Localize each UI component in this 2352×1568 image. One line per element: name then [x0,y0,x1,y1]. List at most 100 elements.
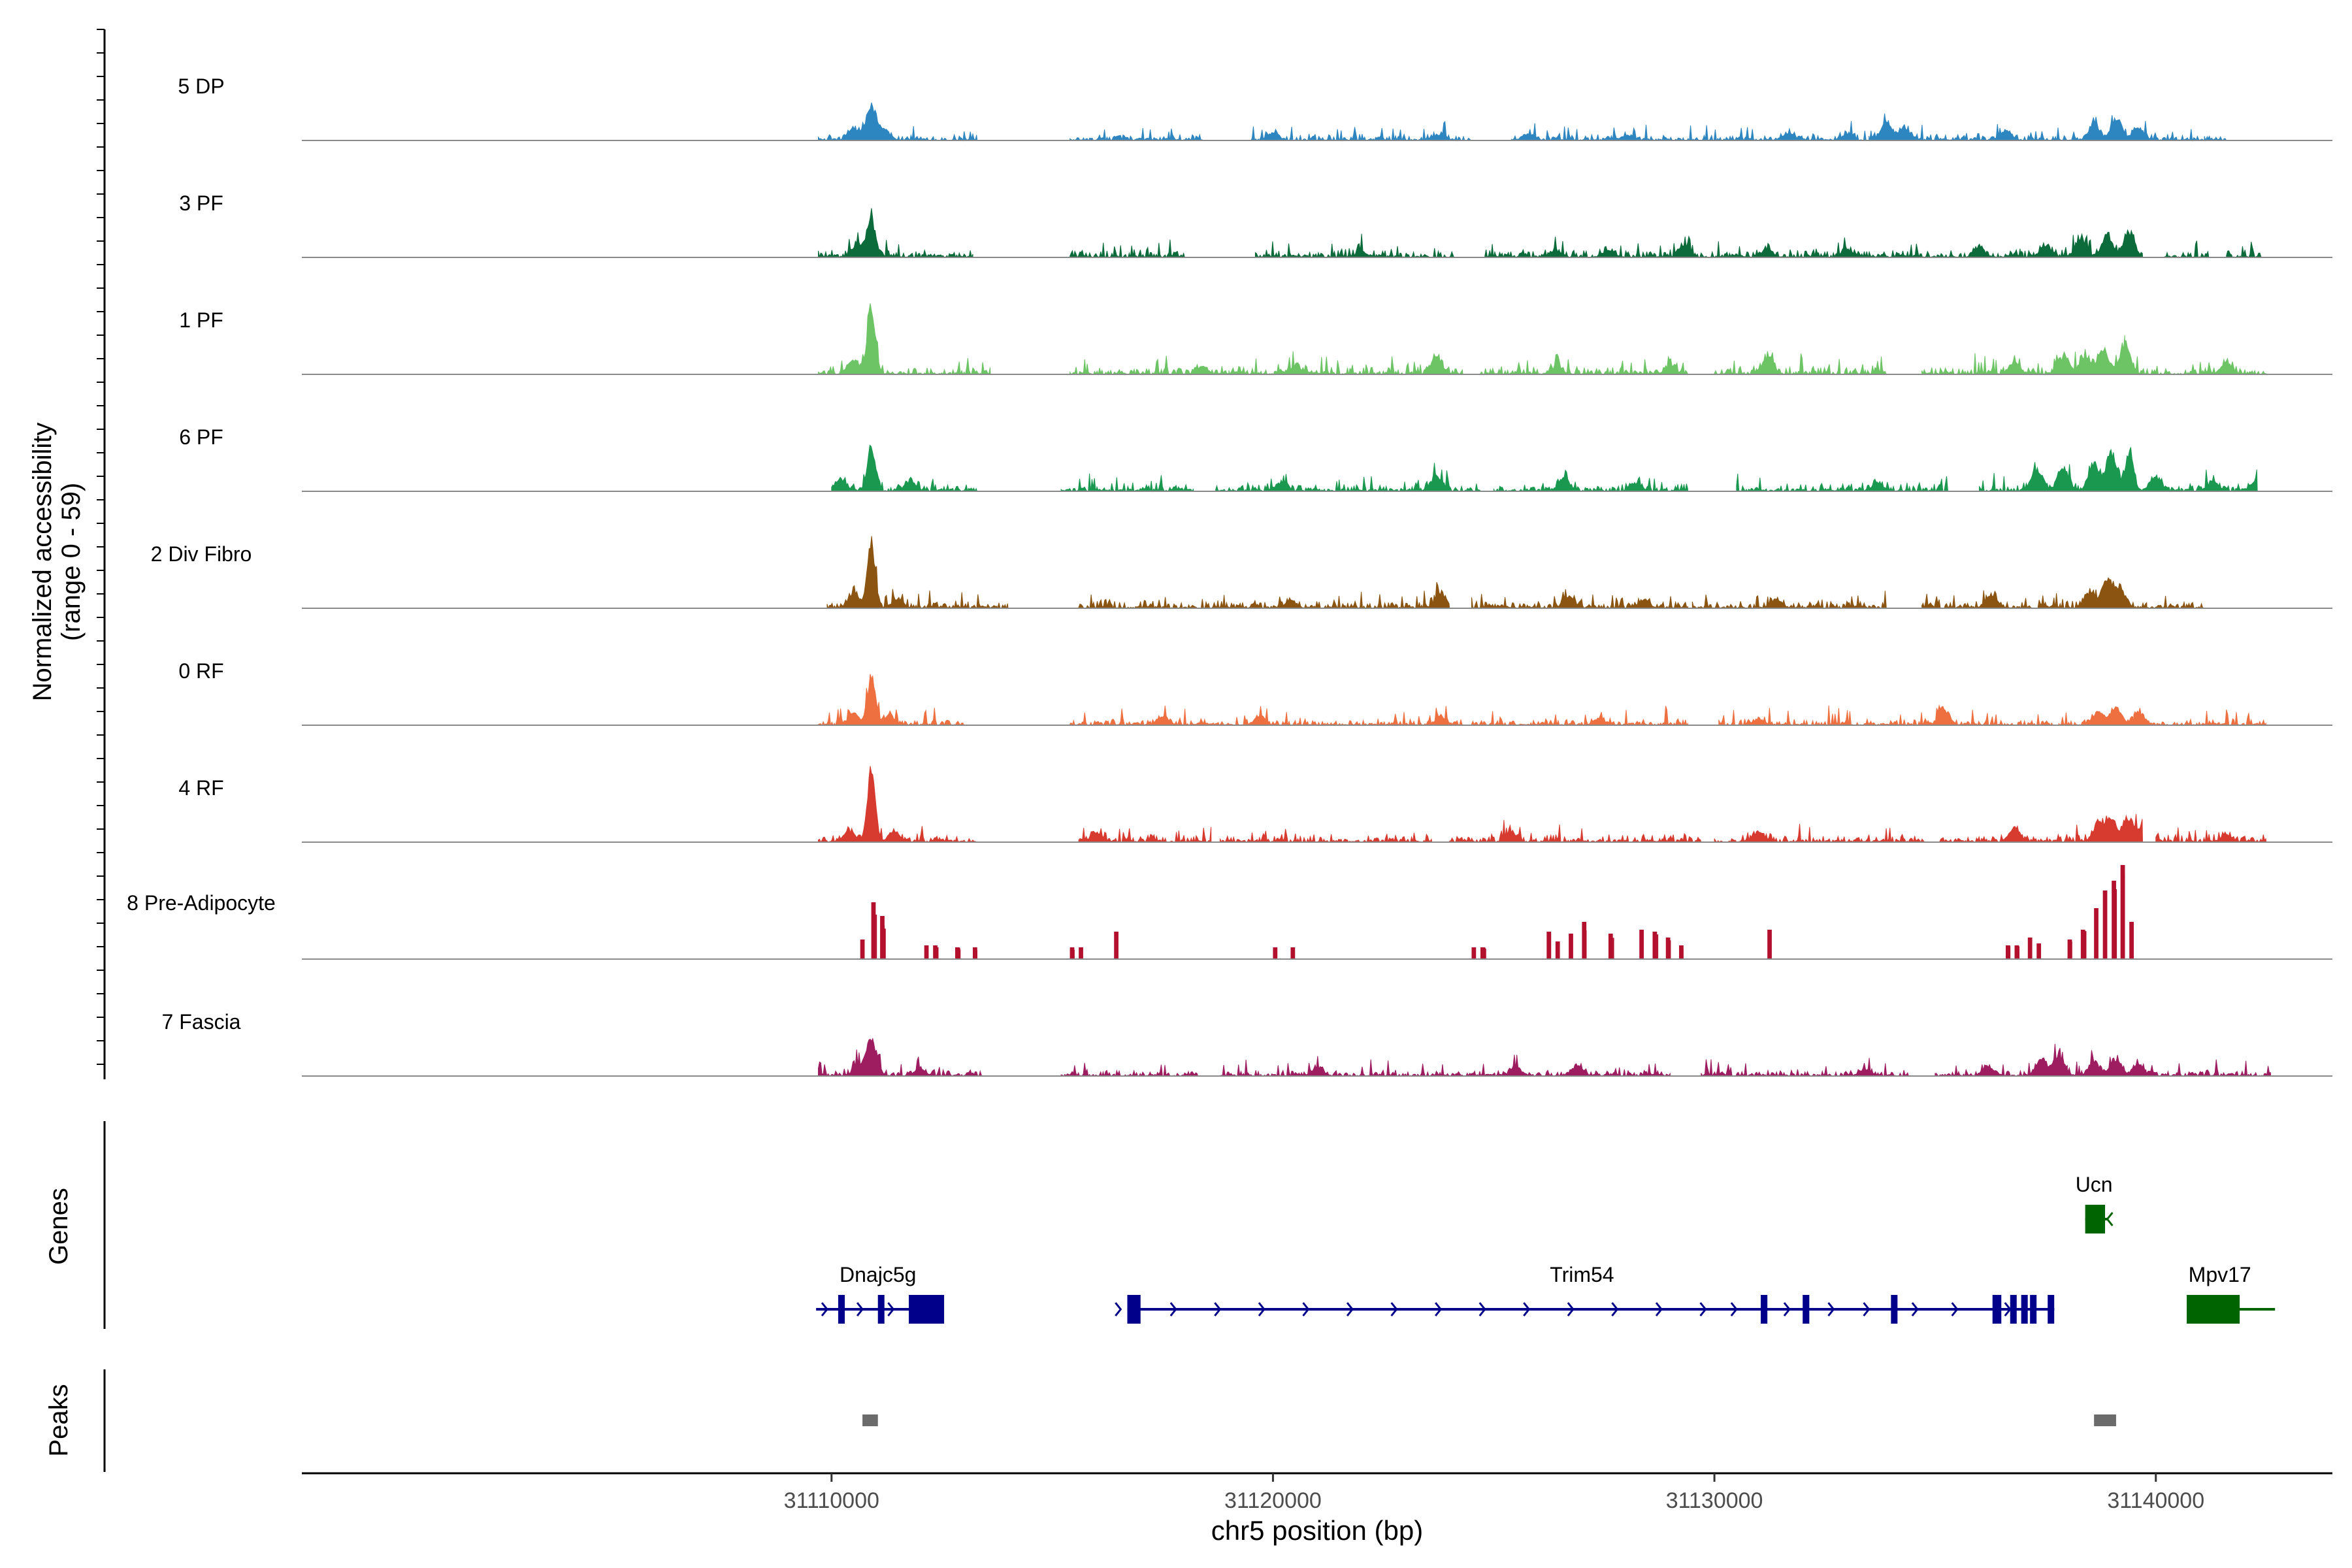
track-label: 0 RF [178,659,223,683]
x-tick-label: 31120000 [1224,1488,1322,1513]
coverage-area [2036,577,2148,609]
coverage-spike [934,946,936,959]
coverage-spike [1681,947,1683,959]
strand-arrow [1390,1302,1398,1316]
strand-arrow [856,1302,864,1316]
strand-arrow [1730,1302,1738,1316]
strand-arrow [1214,1302,1222,1316]
gene-label: Dnajc5g [840,1263,916,1286]
coverage-spike [1081,949,1083,959]
coverage-area [2063,1050,2148,1077]
coverage-area [1691,591,1887,610]
peak-region [862,1414,878,1426]
coverage-spike [2112,903,2114,959]
coverage-block [2129,922,2134,959]
y-axis-title-line1: Normalized accessibility [28,423,57,702]
coverage-spike [2038,947,2040,959]
strand-arrow [1115,1302,1122,1316]
strand-arrow [1346,1302,1354,1316]
coverage-spike [2132,928,2134,959]
strand-arrow [1169,1302,1177,1316]
coverage-spike [958,947,960,959]
coverage-spike [875,914,877,959]
coverage-spike [2095,917,2097,959]
gene-exon [1761,1295,1768,1324]
coverage-area [1070,355,1243,376]
strand-arrow [2106,1212,2114,1226]
coverage-block [2112,881,2116,959]
x-axis-ticks: 31110000 31120000 31130000 31140000 [784,1473,2204,1513]
coverage-block [2014,945,2019,959]
peaks-panel-label: Peaks [44,1384,73,1456]
coverage-spike [1609,936,1611,959]
strand-arrow [1258,1302,1266,1316]
strand-arrow [1699,1302,1707,1316]
coverage-area [2124,340,2267,376]
strand-arrow [1911,1302,1919,1316]
coverage-spike [1290,948,1292,959]
gene-exon [1891,1295,1898,1324]
coverage-spike [862,942,864,959]
strand-arrow [821,1302,828,1316]
coverage-area [1471,589,1688,610]
coverage-spike [2123,883,2125,959]
strand-arrow [887,1302,895,1316]
strand-arrow [2004,1302,2012,1316]
coverage-block [2067,939,2072,959]
x-axis-title: chr5 position (bp) [1211,1515,1424,1546]
strand-arrow [1783,1302,1791,1316]
track-label: 7 Fascia [162,1010,241,1034]
track-label: 2 Div Fibro [151,542,252,566]
coverage-spike [1474,950,1476,959]
coverage-spike [2070,939,2072,959]
track-label: 5 DP [178,74,224,98]
coverage-tracks: 5 DP 3 PF 1 PF 6 PF 2 Div Fibro 0 RF 4 RF 8 Pre… [127,74,2332,1077]
gene-annotations: Dnajc5g Trim54 Ucn Mpv17 [816,1173,2276,1324]
strand-arrow [1302,1302,1310,1316]
coverage-area [1484,235,1918,259]
strand-arrow [1567,1302,1575,1316]
track-3-pf: 3 PF [179,191,2332,259]
coverage-area [1935,1043,2068,1077]
gene-exon [877,1295,885,1324]
coverage-area [1206,581,1450,610]
gene-label: Ucn [2076,1173,2113,1196]
track-1-pf: 1 PF [179,303,2332,376]
coverage-area [1070,706,1243,727]
coverage-spike [1768,932,1770,959]
coverage-block [1290,947,1296,959]
coverage-spike [2007,947,2009,959]
gene-exon [1127,1295,1141,1324]
coverage-spike [1582,931,1584,959]
coverage-block [2080,930,2085,959]
coverage-spike [1667,939,1669,959]
track-label: 4 RF [178,776,223,800]
gene-exon [2048,1295,2055,1324]
coverage-area [1215,463,1481,493]
peak-region [2094,1414,2116,1426]
coverage-area [818,674,965,727]
track-8-pre-adipocyte: 8 Pre-Adipocyte [127,865,2332,960]
coverage-block [1582,922,1587,959]
gene-dnajc5g: Dnajc5g [816,1263,945,1324]
coverage-block [1546,932,1552,959]
coverage-spike [1293,950,1295,959]
track-5-dp: 5 DP [178,74,2332,142]
coverage-area [1736,473,1950,493]
coverage-block [1070,947,1075,959]
coverage-block [972,947,977,959]
coverage-block [1665,938,1671,959]
coverage-area [1493,469,1689,493]
coverage-area [1979,450,2112,493]
coverage-spike [872,915,874,959]
coverage-area [818,1037,983,1077]
coverage-spike [1641,936,1643,959]
gene-exon [1992,1295,2002,1324]
coverage-area [2058,706,2134,726]
coverage-area [818,303,991,376]
coverage-block [1679,945,1684,959]
track-2-div-fibro: 2 Div Fibro [151,536,2332,610]
coverage-spike [2070,941,2072,959]
